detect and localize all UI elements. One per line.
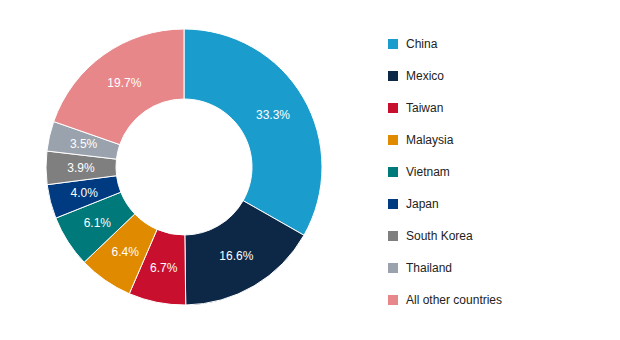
legend-label: All other countries — [406, 293, 502, 307]
data-label: 4.0% — [71, 186, 99, 200]
legend-swatch — [388, 295, 398, 305]
data-label: 16.6% — [219, 249, 253, 263]
legend-swatch — [388, 199, 398, 209]
legend-swatch — [388, 135, 398, 145]
legend-swatch — [388, 103, 398, 113]
legend: China Mexico Taiwan Malaysia Vietnam Japan Sou… — [388, 37, 502, 307]
legend-label: Mexico — [406, 69, 444, 83]
legend-swatch — [388, 231, 398, 241]
slice — [54, 29, 184, 145]
legend-label: Vietnam — [406, 165, 450, 179]
legend-label: South Korea — [406, 229, 473, 243]
legend-label: Japan — [406, 197, 439, 211]
legend-swatch — [388, 263, 398, 273]
data-label: 6.1% — [84, 216, 112, 230]
legend-label: China — [406, 37, 438, 51]
chart-svg: 33.3% 16.6% 6.7% 6.4% 6.1% 4.0% 3.9% 3.5% 19.7% C… — [0, 0, 620, 340]
data-label: 6.4% — [111, 245, 139, 259]
legend-label: Thailand — [406, 261, 452, 275]
data-label: 3.9% — [67, 161, 95, 175]
slices — [46, 29, 322, 305]
legend-swatch — [388, 71, 398, 81]
data-label: 19.7% — [107, 76, 141, 90]
legend-swatch — [388, 167, 398, 177]
slice — [184, 29, 322, 235]
slice — [185, 201, 304, 305]
legend-label: Taiwan — [406, 101, 443, 115]
legend-swatch — [388, 39, 398, 49]
data-label: 6.7% — [150, 261, 178, 275]
chart-container: 33.3% 16.6% 6.7% 6.4% 6.1% 4.0% 3.9% 3.5% 19.7% C… — [0, 0, 620, 340]
legend-label: Malaysia — [406, 133, 454, 147]
data-label: 3.5% — [70, 137, 98, 151]
data-labels: 33.3% 16.6% 6.7% 6.4% 6.1% 4.0% 3.9% 3.5% 19.7% — [67, 76, 290, 275]
data-label: 33.3% — [256, 108, 290, 122]
